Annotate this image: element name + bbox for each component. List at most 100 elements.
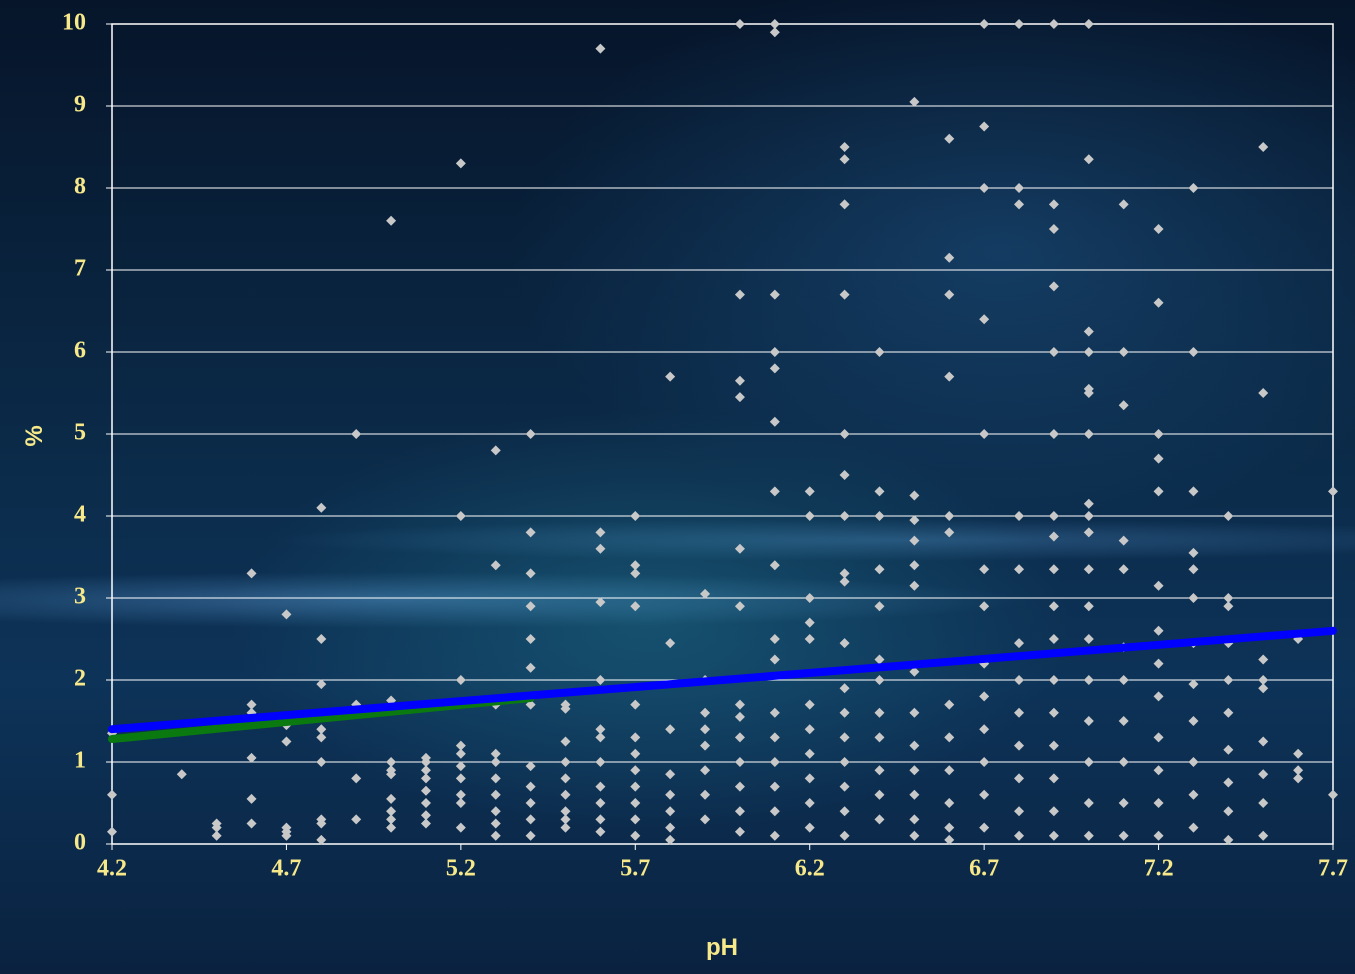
point <box>386 822 397 833</box>
point <box>316 818 327 829</box>
point <box>351 814 362 825</box>
point <box>630 568 641 579</box>
point <box>665 724 676 735</box>
point <box>1328 789 1338 800</box>
point <box>1153 224 1164 234</box>
point <box>700 740 711 751</box>
point <box>1048 601 1059 612</box>
point <box>1048 429 1059 439</box>
point <box>909 666 920 677</box>
point <box>1258 654 1269 665</box>
y-tick-label: 5 <box>74 420 86 446</box>
point <box>1014 675 1025 685</box>
point <box>525 798 536 808</box>
point <box>316 502 327 513</box>
point <box>665 834 676 845</box>
point <box>455 158 466 169</box>
point <box>944 765 955 776</box>
point <box>1048 511 1059 521</box>
point <box>1223 834 1234 845</box>
point <box>490 757 501 767</box>
y-tick-label: 4 <box>74 502 86 528</box>
point <box>1014 830 1025 841</box>
point <box>1223 511 1234 521</box>
point <box>351 429 362 439</box>
y-tick-label: 1 <box>74 748 86 774</box>
point <box>1188 486 1199 497</box>
point <box>944 511 955 521</box>
point <box>769 732 780 743</box>
point <box>490 748 501 759</box>
point <box>1188 757 1199 767</box>
point <box>839 707 850 718</box>
point <box>1258 388 1269 398</box>
point <box>1223 675 1234 685</box>
point <box>1048 675 1059 685</box>
point <box>246 793 257 804</box>
point <box>665 806 676 817</box>
point <box>246 699 257 710</box>
point <box>560 789 571 800</box>
point <box>804 486 815 497</box>
point <box>909 765 920 776</box>
point <box>839 732 850 743</box>
y-tick-label: 0 <box>74 830 86 856</box>
point <box>1118 830 1129 841</box>
point <box>386 757 397 767</box>
point <box>804 748 815 759</box>
point <box>1258 683 1269 694</box>
point <box>525 814 536 825</box>
x-tick-label: 6.2 <box>795 856 825 882</box>
y-tick-label: 7 <box>74 256 86 282</box>
point <box>1153 625 1164 636</box>
point <box>490 773 501 784</box>
point <box>560 757 571 767</box>
point <box>1328 486 1338 497</box>
point <box>455 773 466 784</box>
point <box>944 834 955 845</box>
point <box>490 830 501 841</box>
point <box>839 806 850 817</box>
point <box>874 601 885 612</box>
point <box>734 732 745 743</box>
point <box>386 215 397 226</box>
point <box>1153 658 1164 669</box>
point <box>1153 453 1164 464</box>
point <box>560 773 571 784</box>
point <box>734 289 745 300</box>
point <box>944 822 955 833</box>
point <box>909 789 920 800</box>
point <box>874 814 885 825</box>
point <box>1118 400 1129 411</box>
point <box>107 826 117 837</box>
point <box>839 199 850 210</box>
point <box>734 806 745 817</box>
point <box>630 814 641 825</box>
point <box>804 773 815 784</box>
point <box>1048 281 1059 292</box>
point <box>1188 593 1199 603</box>
point <box>804 822 815 833</box>
point <box>455 789 466 800</box>
point <box>1014 199 1025 210</box>
point <box>595 724 606 735</box>
point <box>769 289 780 300</box>
y-tick-label: 8 <box>74 174 86 200</box>
point <box>525 527 536 538</box>
point <box>1118 798 1129 808</box>
point <box>769 363 780 374</box>
point <box>1153 297 1164 308</box>
point <box>1223 777 1234 788</box>
point <box>246 818 257 829</box>
point <box>734 781 745 792</box>
x-tick-label: 6.7 <box>969 856 999 882</box>
point <box>1293 765 1304 776</box>
point <box>560 736 571 747</box>
point <box>839 781 850 792</box>
point <box>1014 564 1025 575</box>
point <box>1258 675 1269 685</box>
point <box>874 765 885 776</box>
point <box>1083 347 1094 357</box>
point <box>560 806 571 817</box>
point <box>944 252 955 263</box>
